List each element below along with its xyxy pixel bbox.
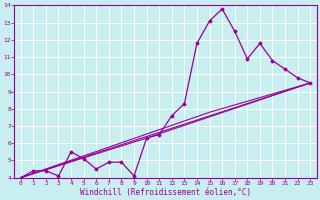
- X-axis label: Windchill (Refroidissement éolien,°C): Windchill (Refroidissement éolien,°C): [80, 188, 251, 197]
